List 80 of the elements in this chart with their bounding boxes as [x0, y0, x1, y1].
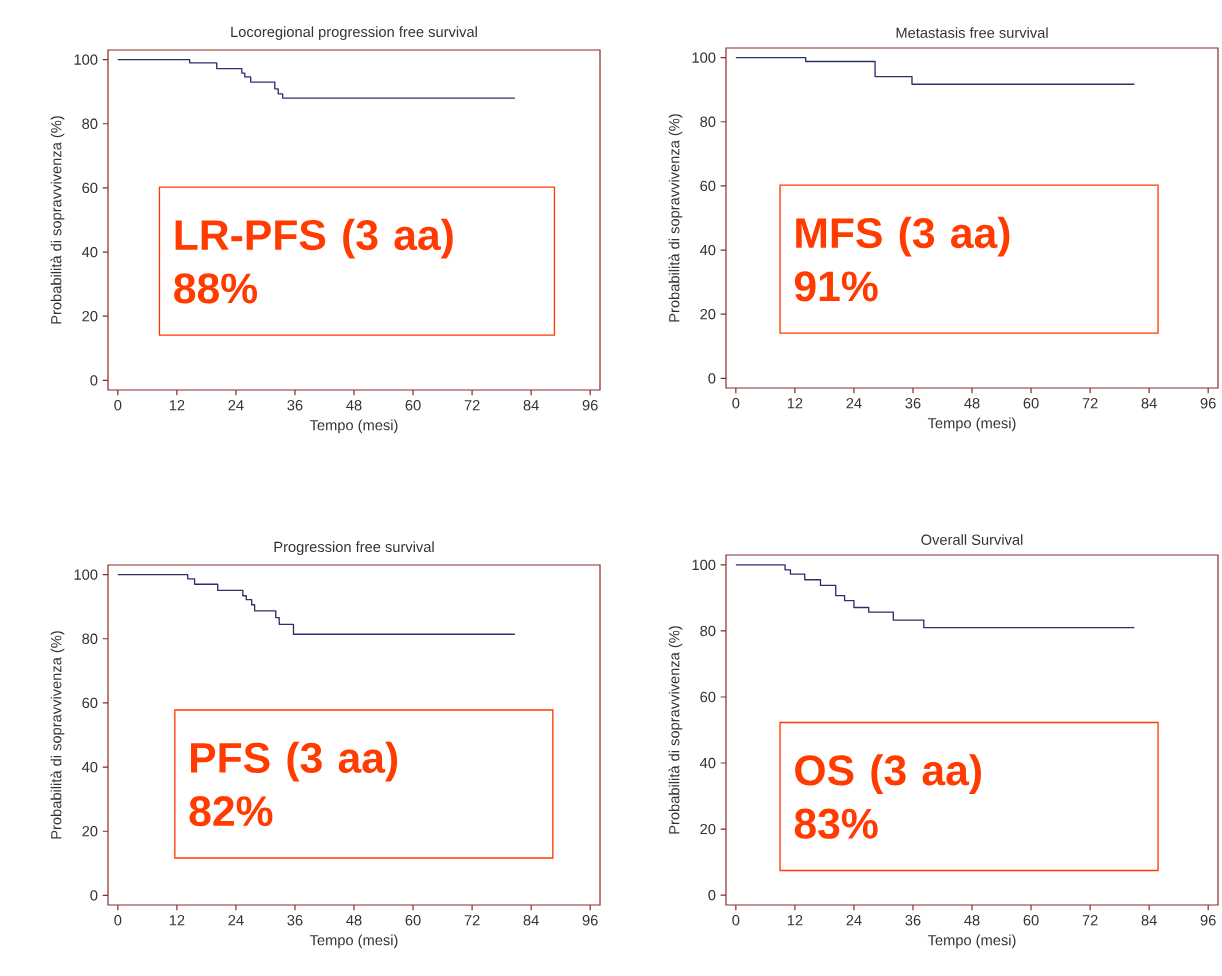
chart-title: Metastasis free survival	[896, 27, 1048, 38]
x-tick-label: 36	[287, 400, 303, 411]
annotation: 83%	[794, 808, 878, 839]
y-tick-label: 80	[700, 116, 716, 127]
y-tick-label: 20	[82, 311, 98, 322]
x-tick-label: 0	[114, 915, 122, 926]
y-tick-label: 80	[700, 625, 716, 637]
x-axis-title: Tempo (mesi)	[309, 934, 398, 949]
annotation: 91%	[794, 271, 878, 302]
y-tick-label: 60	[700, 691, 716, 703]
y-tick-label: 60	[700, 180, 716, 192]
x-tick-label: 60	[1023, 915, 1039, 926]
x-tick-label: 96	[1200, 915, 1216, 926]
annotation: LR-PFS (3 aa)	[175, 218, 453, 259]
y-axis-title: Probabilità di sopravvivenza (%)	[50, 116, 65, 324]
y-tick-label: 0	[90, 890, 98, 901]
x-tick-label: 36	[905, 398, 921, 409]
y-tick-label: 60	[82, 697, 98, 709]
x-tick-label: 48	[964, 398, 980, 409]
x-tick-label: 0	[732, 398, 740, 409]
y-tick-label: 40	[81, 246, 98, 258]
annotation: PFS (3 aa)	[191, 741, 398, 782]
y-tick-label: 60	[82, 182, 98, 194]
x-tick-label: 84	[523, 400, 539, 411]
y-tick-label: 20	[700, 823, 716, 835]
x-tick-label: 48	[964, 915, 980, 926]
annotation: MFS (3 aa)	[796, 216, 1010, 257]
x-tick-label: 12	[169, 400, 185, 411]
x-tick-label: 84	[1141, 915, 1157, 926]
x-tick-label: 48	[346, 400, 362, 411]
y-tick-label: 80	[82, 118, 98, 129]
chart-title: Progression free survival	[274, 541, 434, 555]
x-tick-label: 60	[405, 400, 421, 411]
x-tick-label: 12	[787, 915, 803, 926]
x-tick-label: 96	[582, 400, 598, 411]
x-tick-label: 24	[228, 915, 244, 926]
x-axis-title: Tempo (mesi)	[309, 419, 398, 434]
x-tick-label: 84	[523, 915, 539, 926]
x-tick-label: 36	[905, 915, 921, 926]
y-tick-label: 100	[74, 54, 98, 65]
x-tick-label: 12	[169, 915, 185, 926]
x-tick-label: 60	[1023, 398, 1039, 409]
y-tick-label: 100	[692, 559, 716, 571]
x-tick-label: 72	[1082, 398, 1098, 409]
y-tick-label: 0	[90, 375, 98, 386]
x-tick-label: 96	[582, 915, 598, 926]
y-axis-title: Probabilità di sopravvivenza (%)	[50, 631, 65, 839]
y-tick-label: 40	[699, 757, 716, 769]
x-tick-label: 12	[787, 398, 803, 409]
x-tick-label: 72	[464, 400, 480, 411]
y-tick-label: 100	[74, 569, 98, 580]
x-tick-label: 24	[846, 398, 862, 409]
chart-title: Overall Survival	[921, 534, 1023, 545]
x-tick-label: 72	[1082, 915, 1098, 926]
y-tick-label: 40	[699, 244, 716, 256]
x-tick-label: 24	[846, 915, 862, 926]
x-axis-title: Tempo (mesi)	[927, 934, 1016, 949]
y-tick-label: 0	[708, 373, 716, 384]
y-tick-label: 0	[708, 889, 716, 901]
y-tick-label: 40	[81, 761, 98, 773]
x-tick-label: 24	[228, 400, 244, 411]
x-tick-label: 48	[346, 915, 362, 926]
y-tick-label: 20	[82, 826, 98, 837]
y-axis-title: Probabilità di sopravvivenza (%)	[668, 626, 683, 834]
annotation: 88%	[174, 273, 258, 304]
y-tick-label: 20	[700, 309, 716, 320]
x-tick-label: 60	[405, 915, 421, 926]
y-tick-label: 100	[692, 52, 716, 63]
x-tick-label: 0	[114, 400, 122, 411]
annotation: OS (3 aa)	[795, 754, 981, 794]
chart-title: Locoregional progression free survival	[231, 26, 477, 40]
x-tick-label: 84	[1141, 398, 1157, 409]
annotation: 82%	[189, 796, 273, 827]
x-tick-label: 36	[287, 915, 303, 926]
y-axis-title: Probabilità di sopravvivenza (%)	[668, 114, 683, 322]
x-axis-title: Tempo (mesi)	[927, 417, 1016, 432]
x-tick-label: 0	[732, 915, 740, 926]
y-tick-label: 80	[82, 633, 98, 644]
x-tick-label: 72	[464, 915, 480, 926]
x-tick-label: 96	[1200, 398, 1216, 409]
